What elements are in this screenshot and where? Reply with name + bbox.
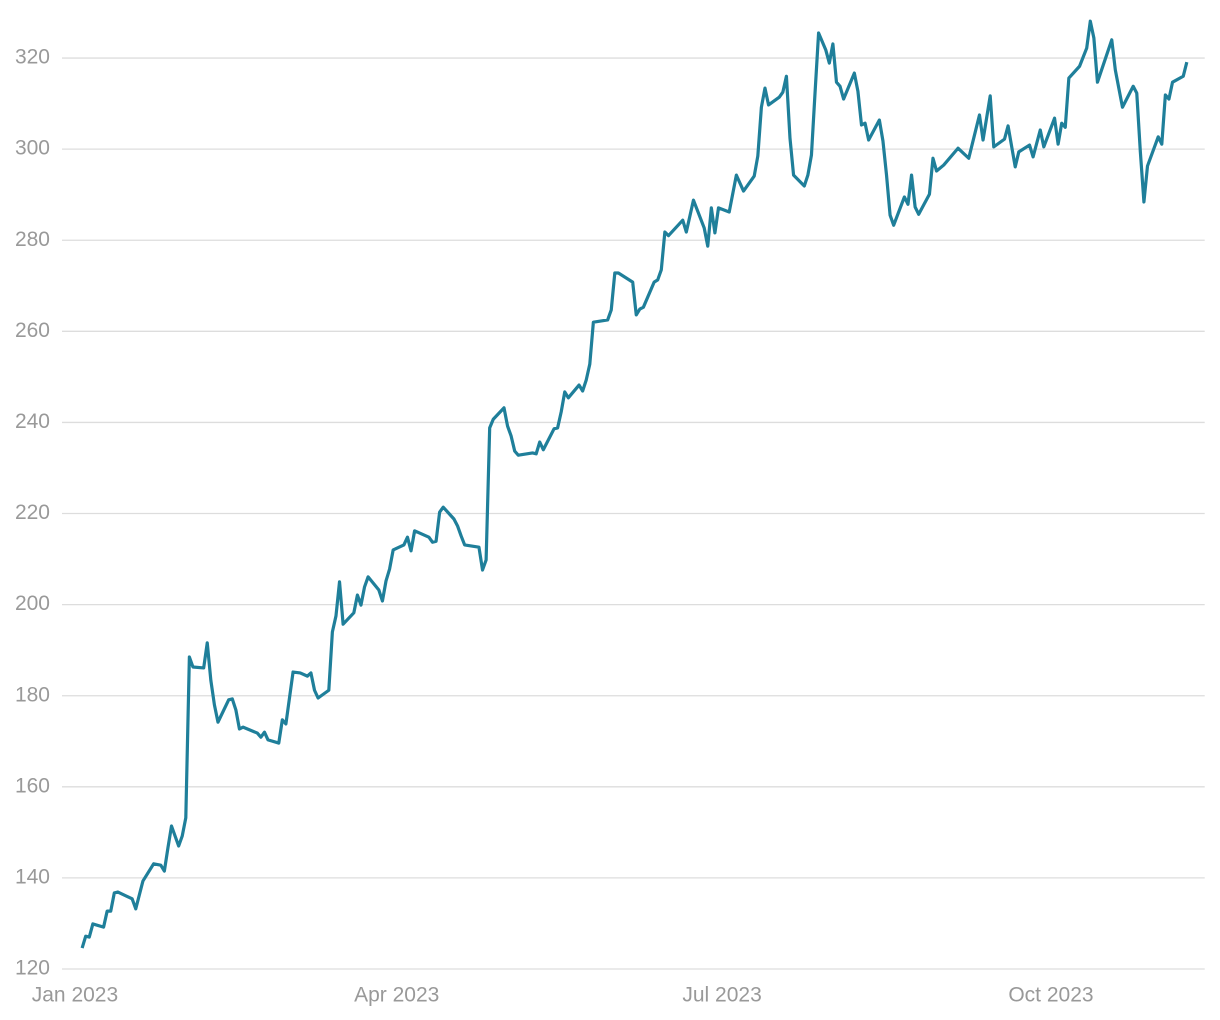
- line-series: [80, 19, 1189, 949]
- y-tick-label: 300: [15, 137, 50, 160]
- x-tick-label: Apr 2023: [354, 984, 439, 1007]
- y-tick-label: 320: [15, 46, 50, 69]
- y-tick-label: 200: [15, 592, 50, 615]
- x-tick-label: Jan 2023: [32, 984, 118, 1007]
- y-tick-label: 240: [15, 410, 50, 433]
- y-tick-label: 260: [15, 319, 50, 342]
- y-tick-label: 180: [15, 683, 50, 706]
- y-tick-label: 220: [15, 501, 50, 524]
- y-tick-label: 140: [15, 865, 50, 888]
- y-tick-label: 160: [15, 774, 50, 797]
- x-tick-label: Oct 2023: [1008, 984, 1093, 1007]
- y-tick-label: 120: [15, 957, 50, 980]
- x-tick-label: Jul 2023: [682, 984, 761, 1007]
- y-tick-label: 280: [15, 228, 50, 251]
